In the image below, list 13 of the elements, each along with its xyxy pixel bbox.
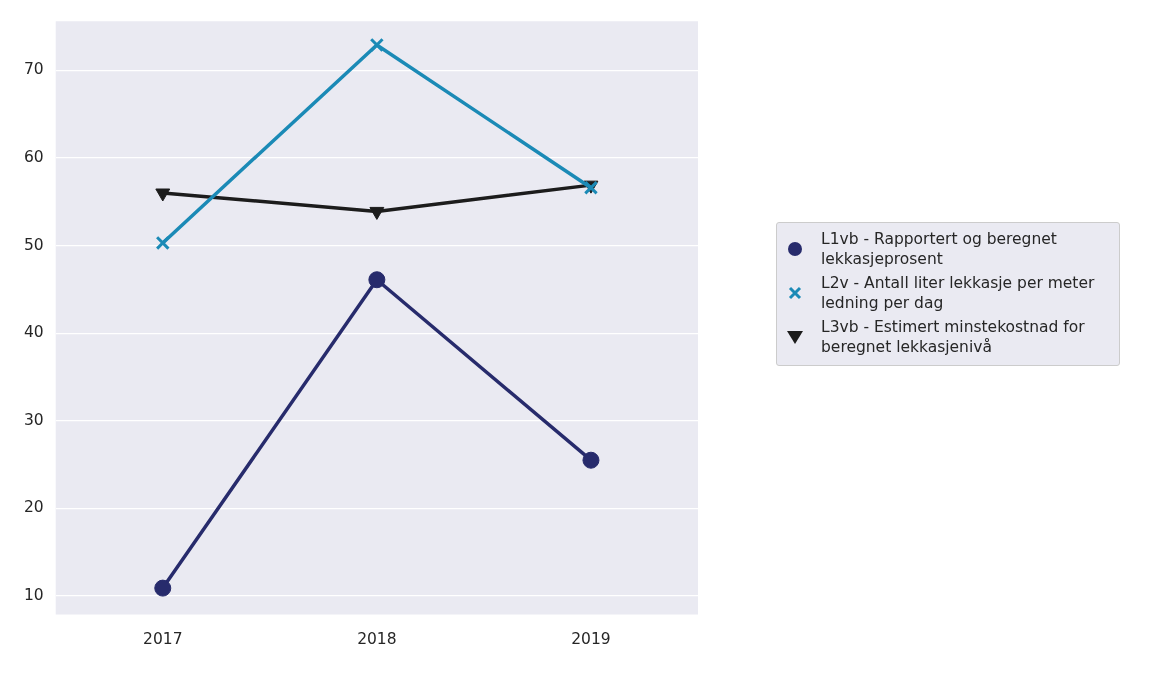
legend-label: L1vb - Rapportert og beregnet lekkasjeprosent (821, 229, 1058, 269)
legend-label: L2v - Antall liter lekkasje per meter ledning per dag (821, 273, 1096, 313)
x-tick-label: 2017 (143, 629, 183, 648)
y-tick-label: 10 (23, 586, 44, 605)
y-tick-label: 30 (23, 410, 44, 429)
y-tick-label: 60 (23, 148, 44, 166)
y-tick-label: 70 (23, 60, 44, 79)
y-tick-label: 50 (23, 235, 44, 254)
x-tick-label: 2018 (357, 629, 397, 648)
y-tick-label: 20 (23, 498, 44, 517)
y-tick-label: 40 (23, 323, 44, 342)
x-tick-label: 2019 (571, 629, 611, 648)
legend-label: L3vb - Estimert minstekostnad for beregnet lekkasjenivå (821, 317, 1086, 357)
